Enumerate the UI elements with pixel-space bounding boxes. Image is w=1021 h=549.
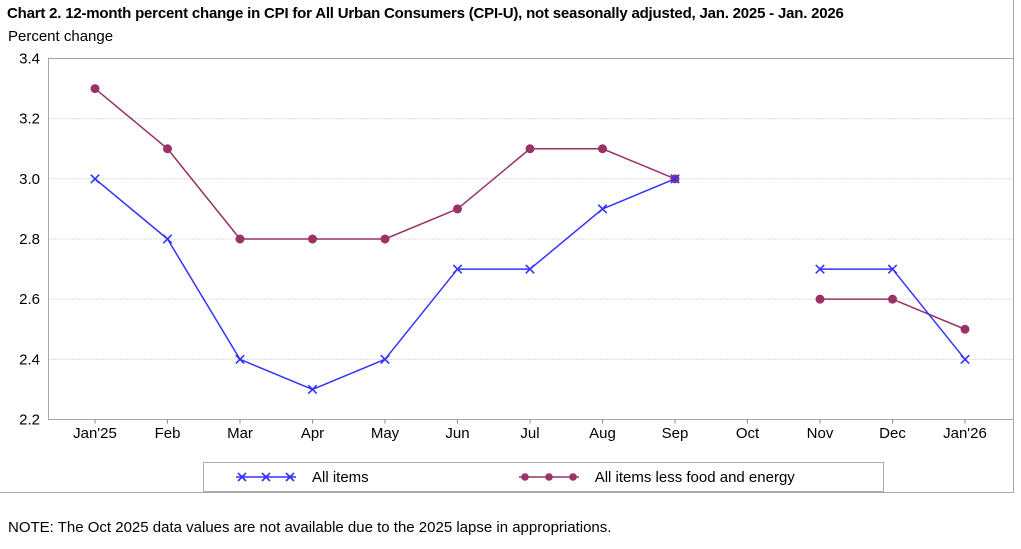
svg-text:3.0: 3.0 [19,171,40,188]
svg-text:3.2: 3.2 [19,111,40,128]
y-gridlines [48,118,1014,360]
svg-text:Aug: Aug [589,425,616,442]
svg-text:Oct: Oct [736,425,760,442]
svg-text:Jul: Jul [520,425,539,442]
x-ticks [94,419,966,424]
series-0-all-items [90,174,970,395]
legend-label-core: All items less food and energy [594,468,795,486]
legend-entry-all-items: All items [234,469,369,486]
svg-text:Jan'25: Jan'25 [73,425,117,442]
svg-text:3.4: 3.4 [19,51,40,68]
plot-frame [48,58,1014,420]
svg-text:2.4: 2.4 [19,351,40,368]
legend-label-all-items: All items [312,468,369,486]
series-1-all-items-less-food-and-energy [90,84,970,334]
svg-text:Jun: Jun [445,425,469,442]
svg-text:2.8: 2.8 [19,231,40,248]
svg-text:Nov: Nov [807,425,834,442]
legend-line-sample-all-items [236,472,296,482]
svg-text:2.2: 2.2 [19,412,40,429]
svg-text:Mar: Mar [227,425,253,442]
y-axis-labels: 3.4 3.2 3.0 2.8 2.6 2.4 2.2 [19,51,40,429]
svg-text:May: May [371,425,400,442]
svg-text:Feb: Feb [155,425,181,442]
chart-title: Chart 2. 12-month percent change in CPI … [7,5,844,22]
y-axis-title: Percent change [8,28,114,45]
legend-line-sample-core [518,473,579,481]
svg-text:2.6: 2.6 [19,291,40,308]
svg-text:Sep: Sep [662,425,689,442]
svg-text:Apr: Apr [301,425,324,442]
note-text: NOTE: The Oct 2025 data values are not a… [8,519,612,536]
legend: All items All items less food and energy [203,462,884,492]
x-axis-labels: Jan'25 Feb Mar Apr May Jun Jul Aug Sep Oct Nov Dec J… [73,425,987,442]
svg-text:Dec: Dec [879,425,906,442]
svg-text:Jan'26: Jan'26 [943,425,987,442]
legend-entry-core: All items less food and energy [517,469,795,486]
